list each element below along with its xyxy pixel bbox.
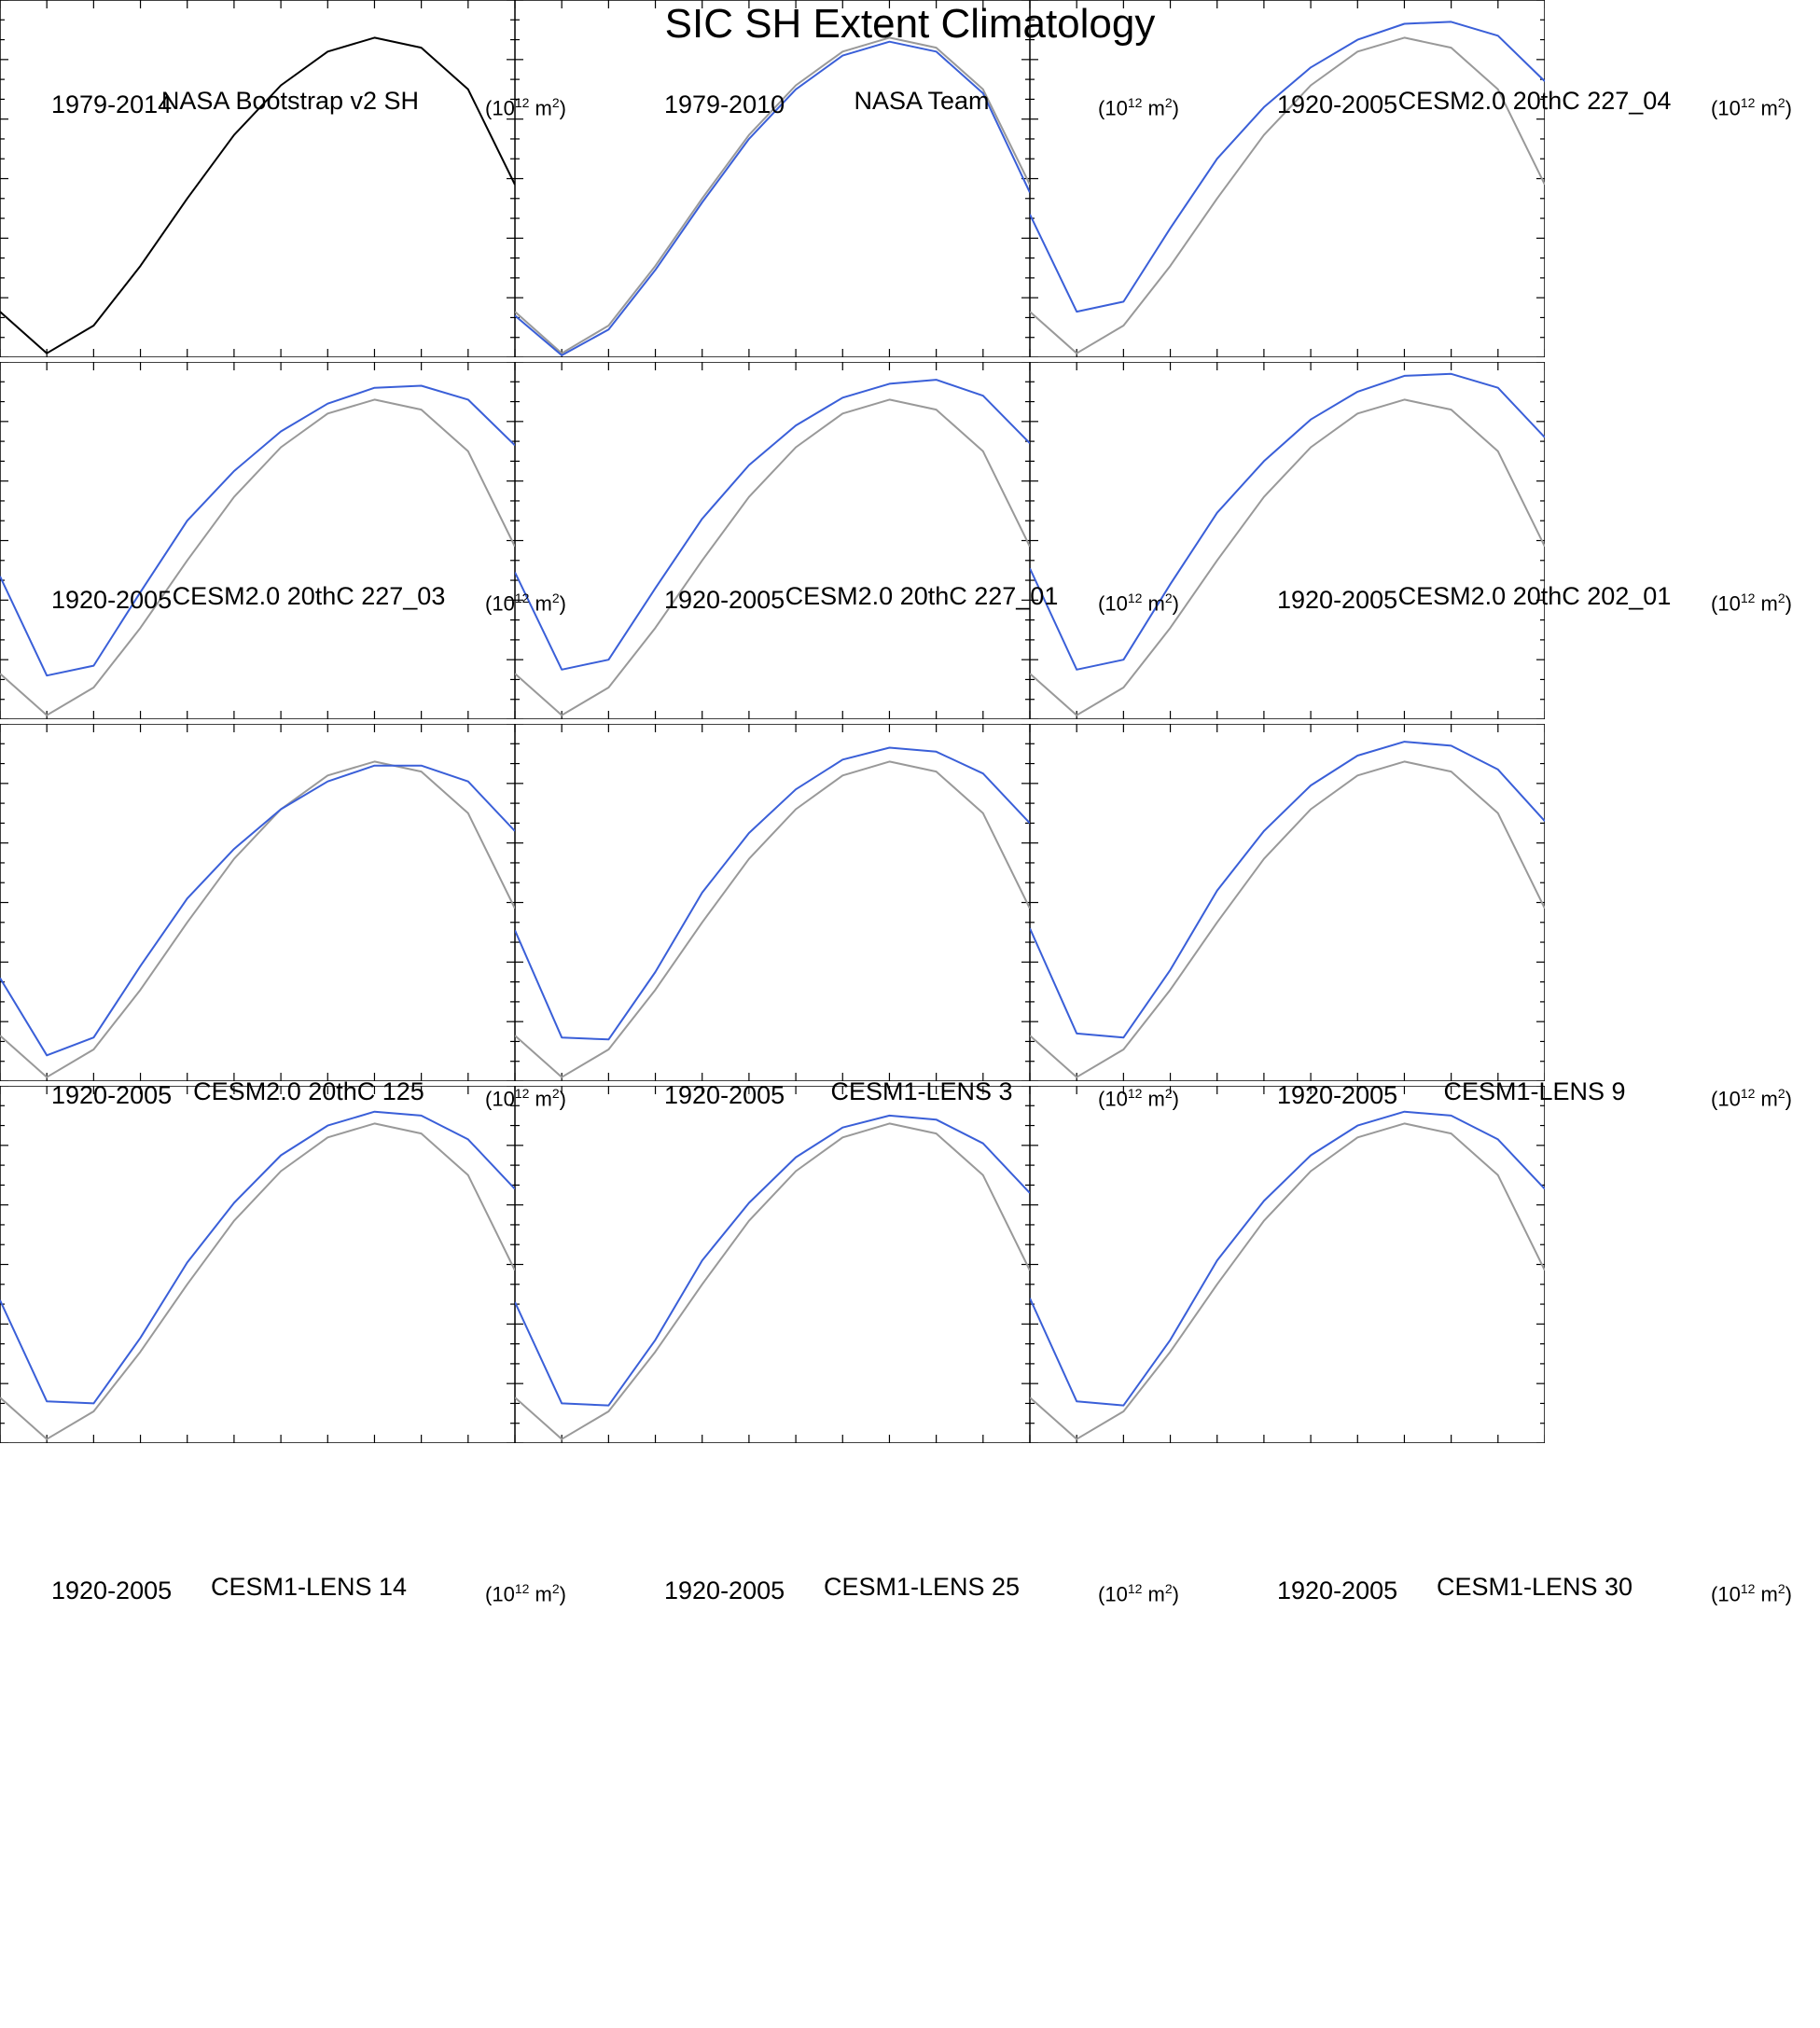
panel-plot: 36912151821JanFebMarAprMayJunJulAugSepOc… bbox=[0, 361, 532, 757]
panel-period-label: 1920-2005 bbox=[51, 1577, 173, 1604]
observed-series-line bbox=[1029, 36, 1546, 354]
panel-units-label: (1012 m2) bbox=[485, 590, 566, 616]
plot-frame bbox=[1029, 0, 1546, 358]
panel-units-label: (1012 m2) bbox=[1098, 1581, 1179, 1606]
series-line bbox=[0, 384, 516, 677]
plot-frame bbox=[514, 723, 1031, 1082]
panel-title: CESM1-LENS 9 bbox=[1443, 1077, 1626, 1105]
panel-units-label: (1012 m2) bbox=[485, 1086, 566, 1111]
series-line bbox=[1029, 1110, 1546, 1407]
panel-period-label: 1920-2005 bbox=[51, 586, 173, 614]
panel-title: CESM1-LENS 30 bbox=[1436, 1573, 1633, 1601]
observed-series-line bbox=[0, 398, 516, 716]
plot-frame bbox=[0, 0, 516, 358]
series-line bbox=[0, 36, 516, 354]
panel-period-label: 1920-2005 bbox=[51, 1081, 173, 1109]
panel-title: CESM1-LENS 25 bbox=[823, 1573, 1021, 1601]
panel-units-label: (1012 m2) bbox=[485, 1581, 566, 1606]
panel-plot: 36912151821JanFebMarAprMayJunJulAugSepOc… bbox=[0, 0, 532, 395]
series-line bbox=[0, 764, 516, 1057]
panel-units-label: (1012 m2) bbox=[1098, 590, 1179, 616]
plot-frame bbox=[1029, 361, 1546, 720]
panel-title: CESM2.0 20thC 227_01 bbox=[785, 582, 1059, 610]
figure-title: SIC SH Extent Climatology bbox=[664, 1, 1156, 47]
panel-period-label: 1920-2005 bbox=[664, 1577, 785, 1604]
observed-series-line bbox=[0, 760, 516, 1078]
observed-series-line bbox=[1029, 760, 1546, 1078]
observed-series-line bbox=[514, 36, 1031, 354]
observed-series-line bbox=[0, 1122, 516, 1440]
observed-series-line bbox=[514, 398, 1031, 716]
series-line bbox=[514, 1114, 1031, 1407]
plot-frame bbox=[0, 361, 516, 720]
series-line bbox=[1029, 741, 1546, 1039]
series-line bbox=[514, 379, 1031, 671]
plot-frame bbox=[514, 0, 1031, 358]
panel-period-label: 1920-2005 bbox=[1277, 586, 1398, 614]
panel-units-label: (1012 m2) bbox=[485, 95, 566, 120]
panel-period-label: 1920-2005 bbox=[1277, 1081, 1398, 1109]
panel-title: CESM1-LENS 3 bbox=[830, 1077, 1013, 1105]
panel-plot: 36912151821JanFebMarAprMayJunJulAugSepOc… bbox=[485, 1077, 1047, 1480]
observed-series-line bbox=[514, 1122, 1031, 1440]
observed-series-line bbox=[514, 760, 1031, 1078]
panel-period-label: 1979-2014 bbox=[51, 90, 173, 118]
panel-plot: 36912151821JanFebMarAprMayJunJulAugSepOc… bbox=[485, 353, 1047, 757]
panel-plot: 36912151821JanFebMarAprMayJunJulAugSepOc… bbox=[1000, 353, 1562, 757]
panel-period-label: 1920-2005 bbox=[664, 1081, 785, 1109]
panel-units-label: (1012 m2) bbox=[1711, 1086, 1792, 1111]
plot-frame bbox=[514, 361, 1031, 720]
panel-plot: 36912151821JanFebMarAprMayJunJulAugSepOc… bbox=[485, 715, 1047, 1118]
panel-title: NASA Team bbox=[854, 87, 990, 115]
panel-title: CESM1-LENS 14 bbox=[210, 1573, 408, 1601]
series-line bbox=[1029, 372, 1546, 671]
plot-frame bbox=[514, 1085, 1031, 1444]
series-line bbox=[514, 40, 1031, 356]
plot-frame bbox=[1029, 723, 1546, 1082]
panel-title: CESM2.0 20thC 202_01 bbox=[1397, 582, 1672, 610]
panel-period-label: 1920-2005 bbox=[1277, 90, 1398, 118]
series-line bbox=[514, 746, 1031, 1041]
panel-plot: 36912151821JanFebMarAprMayJunJulAugSepOc… bbox=[1000, 715, 1562, 1118]
panel-title: CESM2.0 20thC 227_03 bbox=[172, 582, 446, 610]
panel-units-label: (1012 m2) bbox=[1711, 590, 1792, 616]
panel-plot: 36912151821JanFebMarAprMayJunJulAugSepOc… bbox=[1000, 1077, 1562, 1480]
panel-period-label: 1920-2005 bbox=[1277, 1577, 1398, 1604]
plot-frame bbox=[0, 1085, 516, 1444]
series-line bbox=[1029, 21, 1546, 313]
series-line bbox=[0, 1110, 516, 1405]
observed-series-line bbox=[1029, 1122, 1546, 1440]
panel-units-label: (1012 m2) bbox=[1098, 1086, 1179, 1111]
plot-frame bbox=[0, 723, 516, 1082]
panel-plot: 36912151821JanFebMarAprMayJunJulAugSepOc… bbox=[1000, 0, 1562, 395]
panel-title: CESM2.0 20thC 227_04 bbox=[1397, 87, 1672, 115]
panel-period-label: 1979-2010 bbox=[664, 90, 785, 118]
panel-title: NASA Bootstrap v2 SH bbox=[160, 87, 420, 115]
panel-title: CESM2.0 20thC 125 bbox=[193, 1077, 424, 1105]
panel-period-label: 1920-2005 bbox=[664, 586, 785, 614]
panel-units-label: (1012 m2) bbox=[1711, 1581, 1792, 1606]
panel-units-label: (1012 m2) bbox=[1711, 95, 1792, 120]
panel-plot: 36912151821JanFebMarAprMayJunJulAugSepOc… bbox=[485, 0, 1047, 395]
observed-series-line bbox=[1029, 398, 1546, 716]
panel-units-label: (1012 m2) bbox=[1098, 95, 1179, 120]
plot-frame bbox=[1029, 1085, 1546, 1444]
panel-plot: 36912151821JanFebMarAprMayJunJulAugSepOc… bbox=[0, 1085, 532, 1480]
panel-plot: 36912151821JanFebMarAprMayJunJulAugSepOc… bbox=[0, 723, 532, 1118]
